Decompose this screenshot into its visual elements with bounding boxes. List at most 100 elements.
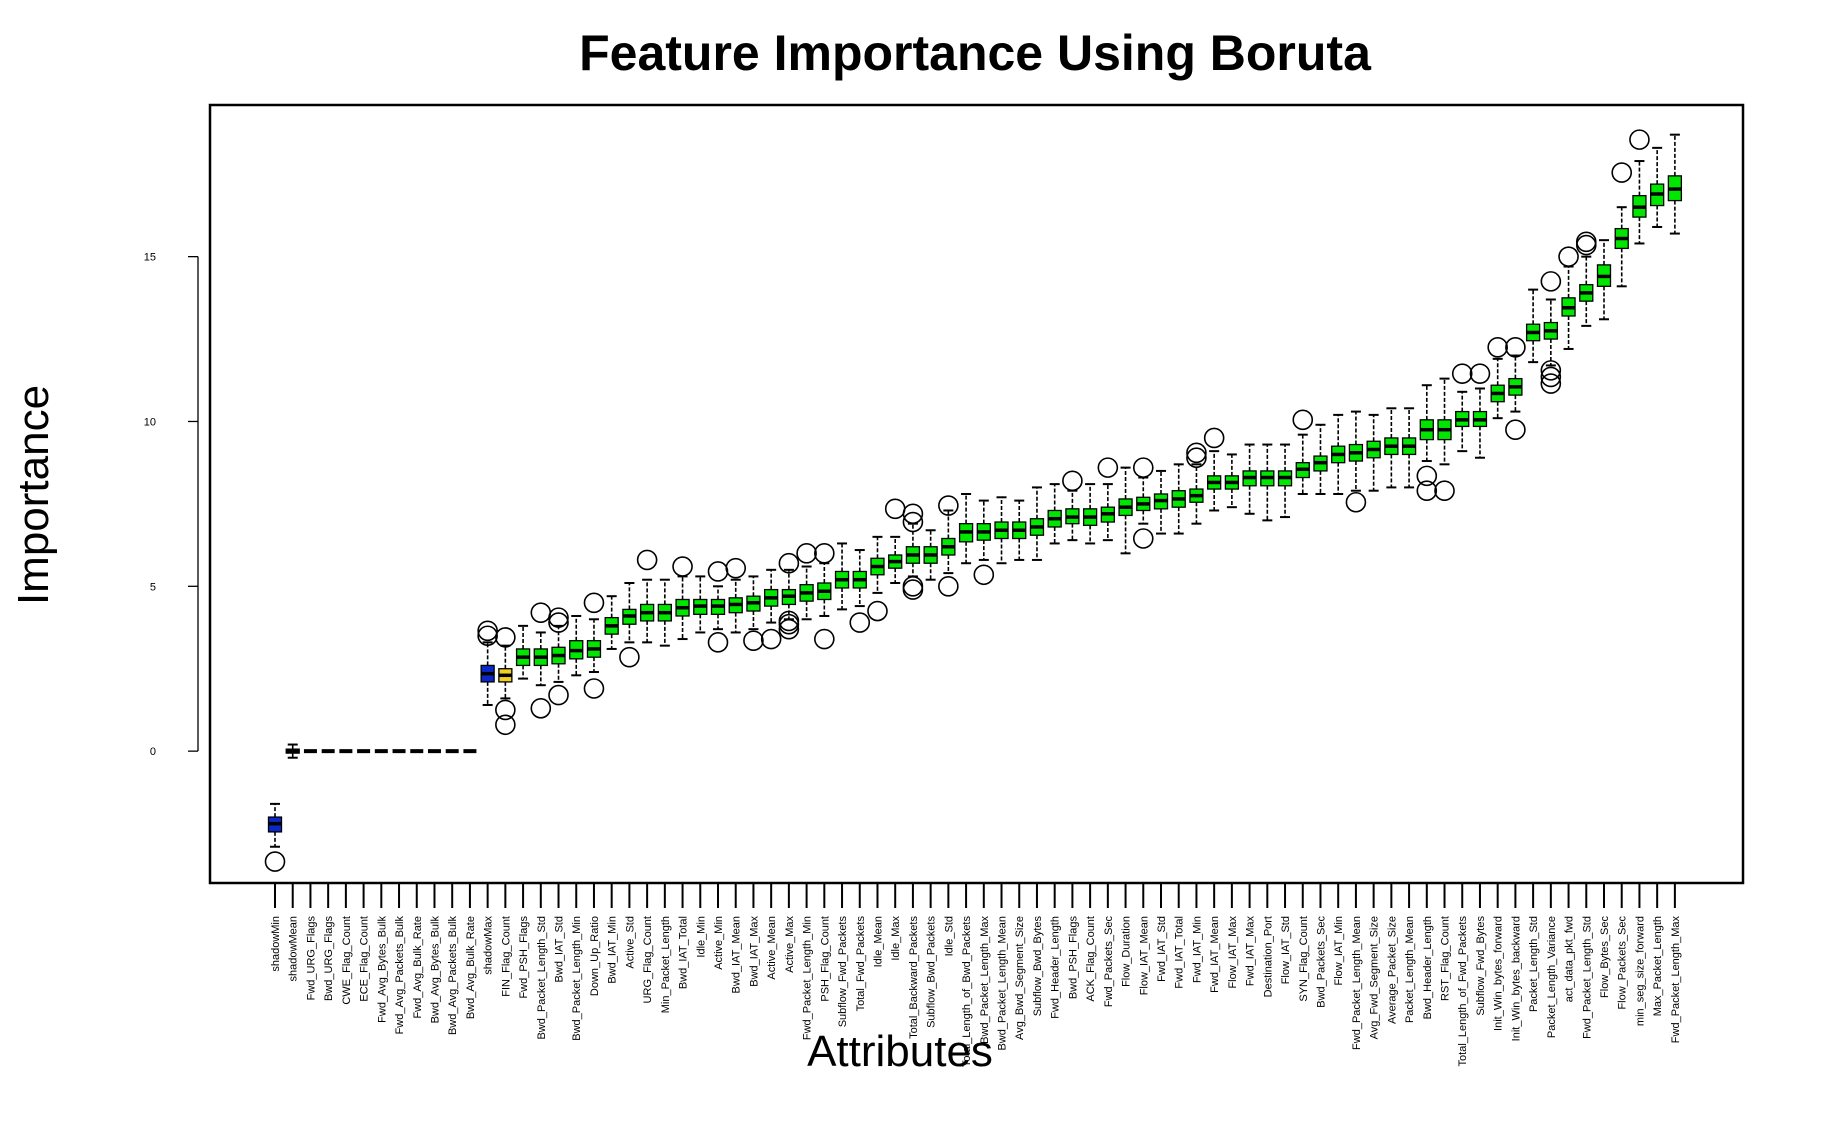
- box-Fwd_Packets_Sec: [1097, 457, 1119, 542]
- x-tick-label: Bwd_IAT_Mean: [731, 916, 743, 993]
- x-tick-label: Bwd_Packet_Length_Std: [536, 916, 548, 1040]
- x-tick-label: Packet_Length_Mean: [1404, 916, 1416, 1023]
- box-Flow_Duration: [1118, 466, 1133, 555]
- x-tick-label: Packet_Length_Std: [1528, 916, 1540, 1012]
- outlier-point: [938, 495, 959, 516]
- x-tick-label: Max_Packet_Length: [1652, 916, 1664, 1016]
- outlier-point: [495, 714, 516, 736]
- x-tick-label: Bwd_IAT_Std: [554, 916, 566, 982]
- outlier-point: [1575, 231, 1597, 253]
- x-tick-label: Fwd_Packet_Length_Mean: [1351, 916, 1363, 1050]
- x-tick-label: Bwd_PSH_Flags: [1067, 916, 1079, 1000]
- box-Avg_Fwd_Segment_Size: [1366, 413, 1381, 492]
- x-tick-label: shadowMax: [483, 916, 495, 975]
- outlier-point: [1062, 470, 1083, 492]
- box-Min_Packet_Length: [657, 578, 672, 647]
- outlier-point: [1469, 363, 1491, 384]
- x-tick-label: Average_Packet_Size: [1386, 916, 1398, 1024]
- x-tick-label: Fwd_Packet_Length_Std: [1581, 916, 1593, 1039]
- box-Bwd_IAT_Min: [604, 595, 619, 650]
- x-tick-label: Fwd_Packets_Sec: [1103, 916, 1115, 1008]
- x-tick-label: Bwd_Packet_Length_Mean: [997, 916, 1009, 1051]
- outlier-point: [867, 600, 888, 622]
- outlier-point: [264, 851, 286, 872]
- box-Subflow_Fwd_Packets: [834, 542, 850, 611]
- x-tick-label: Flow_IAT_Min: [1333, 916, 1345, 985]
- x-tick-label: Flow_Packets_Sec: [1617, 916, 1629, 1010]
- box-Bwd_Packet_Length_Max: [973, 499, 995, 586]
- box-Active_Min: [707, 561, 729, 653]
- outlier-point: [778, 552, 800, 574]
- x-tick-label: FIN_Flag_Count: [500, 916, 512, 997]
- x-tick-label: CWE_Flag_Count: [341, 916, 353, 1005]
- box-act_data_pkt_fwd: [1558, 246, 1579, 350]
- box-PSH_Flag_Count: [814, 543, 835, 650]
- box-Down_Up_Ratio: [583, 592, 605, 699]
- outlier-point: [1611, 162, 1633, 183]
- outlier-point: [902, 511, 924, 533]
- y-tick-label: 10: [144, 416, 156, 428]
- x-tick-label: Fwd_Avg_Bulk_Rate: [412, 916, 424, 1019]
- x-tick-label: ACK_Flag_Count: [1085, 916, 1097, 1002]
- box-RST_Flag_Count: [1434, 377, 1455, 502]
- x-tick-label: Subflow_Bwd_Packets: [926, 916, 938, 1028]
- box-Total_Length_of_Fwd_Packets: [1451, 363, 1473, 453]
- x-tick-label: Fwd_URG_Flags: [305, 916, 317, 1001]
- outlier-point: [902, 503, 924, 525]
- x-tick-label: Min_Packet_Length: [660, 916, 672, 1013]
- outlier-point: [938, 576, 959, 597]
- plot-frame: [208, 103, 1745, 885]
- box-Fwd_IAT_Total: [1171, 463, 1186, 535]
- outlier-point: [1434, 480, 1455, 502]
- x-tick-label: Idle_Max: [890, 916, 902, 961]
- box-Fwd_Packet_Length_Mean: [1345, 410, 1367, 513]
- box-Bwd_Packet_Length_Mean: [994, 496, 1009, 565]
- x-tick-label: Flow_Duration: [1121, 916, 1133, 987]
- x-tick-label: act_data_pkt_fwd: [1564, 916, 1576, 1002]
- box-Idle_Std: [938, 495, 959, 597]
- x-tick-label: Down_Up_Ratio: [589, 916, 601, 996]
- x-tick-label: Total_Backward_Packets: [908, 916, 920, 1039]
- outlier-point: [672, 556, 693, 577]
- outlier-point: [1416, 465, 1438, 487]
- box-Fwd_IAT_Max: [1242, 443, 1257, 515]
- outlier-point: [1487, 337, 1508, 358]
- x-tick-label: Fwd_IAT_Max: [1245, 916, 1257, 987]
- box-Packet_Length_Std: [1525, 288, 1541, 364]
- box-Fwd_IAT_Min: [1186, 442, 1207, 525]
- x-tick-label: Fwd_IAT_Std: [1156, 916, 1168, 982]
- box-Packet_Length_Variance: [1540, 271, 1562, 394]
- x-tick-label: Subflow_Bwd_Bytes: [1032, 916, 1044, 1017]
- box-Flow_IAT_Std: [1277, 443, 1293, 519]
- x-tick-label: Bwd_Packet_Length_Max: [979, 916, 991, 1044]
- outlier-point: [548, 612, 569, 633]
- x-tick-label: Active_Std: [624, 916, 636, 969]
- x-tick-label: Subflow_Fwd_Packets: [837, 916, 849, 1028]
- x-axis-label: Attributes: [807, 1027, 993, 1076]
- outlier-point: [725, 557, 747, 579]
- outlier-point: [1132, 457, 1154, 478]
- x-tick-label: Fwd_Packet_Length_Max: [1670, 916, 1682, 1044]
- box-URG_Flag_Count: [636, 549, 658, 644]
- x-tick-label: Bwd_IAT_Min: [607, 916, 619, 984]
- x-tick-label: Total_Length_of_Fwd_Packets: [1457, 916, 1469, 1067]
- box-Idle_Min: [693, 575, 708, 634]
- x-tick-label: Bwd_Avg_Packets_Bulk: [447, 916, 459, 1036]
- x-tick-label: Avg_Bwd_Segment_Size: [1014, 916, 1026, 1040]
- x-tick-label: Fwd_Avg_Bytes_Bulk: [376, 916, 388, 1023]
- x-tick-label: Flow_IAT_Mean: [1138, 916, 1150, 995]
- box-Bwd_Packets_Sec: [1313, 423, 1328, 495]
- box-Subflow_Bwd_Bytes: [1029, 486, 1045, 561]
- y-tick-label: 15: [144, 252, 156, 264]
- x-tick-label: Bwd_URG_Flags: [323, 916, 335, 1001]
- x-tick-label: Flow_IAT_Std: [1280, 916, 1292, 984]
- box-Fwd_IAT_Mean: [1203, 427, 1225, 512]
- x-tick-label: Idle_Mean: [872, 916, 884, 967]
- x-tick-label: Bwd_Header_Length: [1422, 916, 1434, 1019]
- outlier-point: [1540, 366, 1562, 388]
- outlier-point: [548, 607, 569, 628]
- box-Bwd_IAT_Std: [548, 607, 569, 706]
- box-Flow_IAT_Max: [1224, 453, 1240, 509]
- x-tick-label: Packet_Length_Variance: [1546, 916, 1558, 1038]
- outlier-point: [1097, 457, 1119, 478]
